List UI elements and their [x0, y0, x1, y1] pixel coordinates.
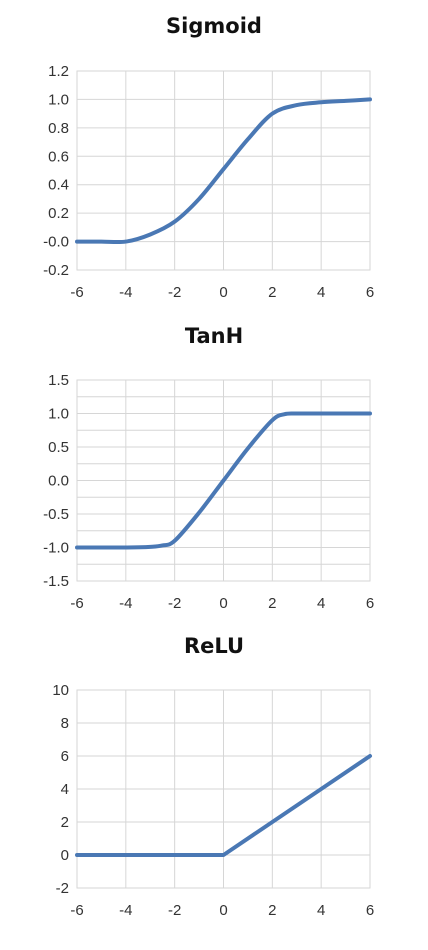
y-tick-label: 0.4	[48, 177, 69, 194]
y-tick-label: 0.0	[48, 473, 69, 490]
y-tick-label: 1.0	[48, 91, 69, 108]
x-tick-label: -2	[168, 902, 181, 919]
x-tick-label: 2	[268, 902, 276, 919]
series-line	[75, 754, 372, 857]
y-tick-label: 6	[61, 748, 69, 765]
y-tick-label: -2	[56, 880, 69, 897]
series-line	[75, 97, 372, 245]
sigmoid-chart: -0.2 -0.0 0.2 0.4 0.6 0.8 1.0 1.2 -6 -4 -2 0 2 4 6	[43, 63, 374, 301]
y-tick-label: -1.5	[43, 573, 69, 590]
y-tick-label: 0.2	[48, 205, 69, 222]
x-tick-label: -6	[70, 902, 83, 919]
y-tick-label: 0	[61, 847, 69, 864]
y-tick-label: 1.2	[48, 63, 69, 80]
x-tick-label: 4	[317, 284, 325, 301]
plot-frame	[76, 70, 371, 271]
y-tick-label: 10	[52, 682, 69, 699]
y-tick-label: 2	[61, 814, 69, 831]
x-tick-label: 4	[317, 902, 325, 919]
x-tick-label: -6	[70, 284, 83, 301]
x-tick-label: -4	[119, 284, 132, 301]
x-tick-label: 2	[268, 284, 276, 301]
y-tick-label: 8	[61, 715, 69, 732]
x-tick-label: 2	[268, 595, 276, 612]
x-tick-label: -2	[168, 595, 181, 612]
y-tick-label: 0.5	[48, 439, 69, 456]
x-tick-label: -6	[70, 595, 83, 612]
x-tick-label: 6	[366, 284, 374, 301]
x-tick-label: 0	[219, 284, 227, 301]
series-line	[75, 411, 372, 550]
chart-title: ReLU	[183, 634, 245, 658]
x-tick-label: 0	[219, 902, 227, 919]
x-tick-label: 6	[366, 902, 374, 919]
y-tick-label: -0.5	[43, 506, 69, 523]
y-tick-label: 1.5	[48, 372, 69, 389]
plot-frame	[76, 379, 371, 582]
y-tick-label: -1.0	[43, 540, 69, 557]
y-tick-label: 0.8	[48, 120, 69, 137]
plot-frame	[76, 689, 371, 889]
x-tick-label: 4	[317, 595, 325, 612]
x-tick-label: -2	[168, 284, 181, 301]
y-tick-label: -0.2	[43, 262, 69, 279]
x-tick-label: 6	[366, 595, 374, 612]
x-tick-label: -4	[119, 902, 132, 919]
y-tick-label: -0.0	[43, 234, 69, 251]
y-tick-label: 4	[61, 781, 69, 798]
x-tick-label: 0	[219, 595, 227, 612]
y-tick-label: 1.0	[48, 406, 69, 423]
x-tick-label: -4	[119, 595, 132, 612]
chart-title: Sigmoid	[166, 14, 262, 38]
y-tick-label: 0.6	[48, 148, 69, 165]
chart-title: TanH	[184, 324, 244, 348]
tanh-chart: -1.5 -1.0 -0.5 0.0 0.5 1.0 1.5 -6 -4 -2 0 2 4 6	[43, 372, 374, 612]
